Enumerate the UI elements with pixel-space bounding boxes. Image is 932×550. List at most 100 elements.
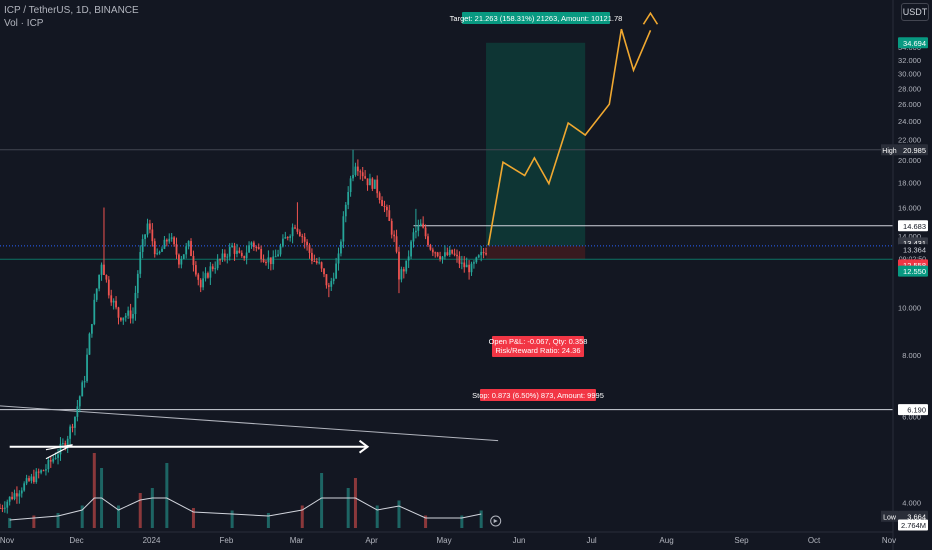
candle [45,469,47,471]
candle [226,256,229,258]
candle [18,493,21,497]
candle [6,501,9,508]
target-zone[interactable] [486,42,586,246]
price-label-bg [898,144,928,156]
y-tick-label: 26.000 [898,100,921,109]
candle [477,255,480,258]
candle [156,253,159,255]
candle [76,406,79,417]
y-tick-label: 8.000 [902,351,921,360]
candle [107,279,110,296]
volume-bar [397,500,401,528]
candle [424,227,427,237]
price-label[interactable]: 13.431 [903,239,926,248]
candle [8,496,11,502]
price-label-bg [898,265,928,277]
price-label[interactable]: 12.550 [903,267,926,276]
trendline[interactable] [0,405,499,442]
candle [16,493,18,497]
candle [250,242,253,246]
price-label[interactable]: 14.683 [903,222,926,231]
candle [37,471,40,473]
candle [54,457,57,459]
candle [100,264,103,275]
candle [456,254,458,257]
candle [187,241,190,247]
stop-label[interactable]: Stop: 0.873 (6.50%) 873, Amount: 9995 [472,391,604,400]
y-tick-label: 4.000 [902,499,921,508]
candle [434,252,437,254]
candle [240,252,243,256]
volume-bar [320,473,324,528]
volume-bar [230,510,234,528]
candle [120,317,122,321]
candle [1,508,4,510]
candle [49,460,52,462]
candle [405,260,408,272]
price-label-bg [898,519,928,531]
candle [262,259,265,263]
candle [269,257,272,265]
price-label[interactable]: 20.985 [903,146,926,155]
volume-bar [375,505,379,528]
pnl-label-bg [492,336,584,357]
candle [284,237,287,239]
price-label-bg [898,37,928,49]
x-tick-label: Sep [734,536,749,545]
candle [265,262,267,264]
candle [436,252,439,257]
candle [431,249,434,253]
volume-bar [56,513,60,528]
y-tick-label: 30.000 [898,70,921,79]
candle [417,225,420,231]
volume-indicator-label[interactable]: Vol · ICP [4,18,44,29]
currency-button[interactable]: USDT [901,3,929,21]
candle [361,172,364,177]
price-label[interactable]: 13.364 [903,246,926,255]
candle [93,299,96,325]
pnl-label[interactable]: Open P&L: -0.067, Qty: 0.358 [489,337,588,346]
y-tick-label: 16.000 [898,204,921,213]
candle [444,252,446,257]
stop-zone[interactable] [486,245,586,260]
candle [369,178,371,186]
candle [151,229,154,242]
candle [32,476,35,483]
candle [427,236,429,246]
target-label[interactable]: Target: 21.263 (158.31%) 21263, Amount: … [450,14,623,23]
risk-reward-label[interactable]: Risk/Reward Ratio: 24.36 [495,346,580,355]
candle [364,176,367,179]
candle [175,244,178,255]
candle [354,166,357,175]
price-label-bg [898,510,928,522]
candle [306,241,308,246]
candle [402,269,405,272]
candle [20,490,23,494]
x-tick-label: Jul [586,536,596,545]
y-tick-label: 22.000 [898,136,921,145]
candle [335,263,338,279]
candle [385,206,388,211]
candle [81,382,84,397]
y-tick-label: 14.000 [898,232,921,241]
candle [439,256,441,260]
candle [248,245,250,253]
price-label[interactable]: 6.190 [907,406,926,415]
price-label[interactable]: 34.694 [903,39,926,48]
volume-bar [353,478,357,528]
symbol-title[interactable]: ICP / TetherUS, 1D, BINANCE [4,5,139,16]
candle [28,478,30,481]
candle [323,268,325,275]
price-label[interactable]: 12.558 [903,261,926,270]
volume-bar [424,515,428,528]
candle [468,264,470,273]
price-label[interactable]: 2.764M [901,521,926,530]
candle [117,307,120,318]
projection-path[interactable] [487,28,652,246]
price-label[interactable]: 3.664 [907,512,926,521]
candle [458,256,461,264]
replay-icon[interactable] [490,515,502,527]
candle [398,251,400,280]
candle [11,496,13,499]
